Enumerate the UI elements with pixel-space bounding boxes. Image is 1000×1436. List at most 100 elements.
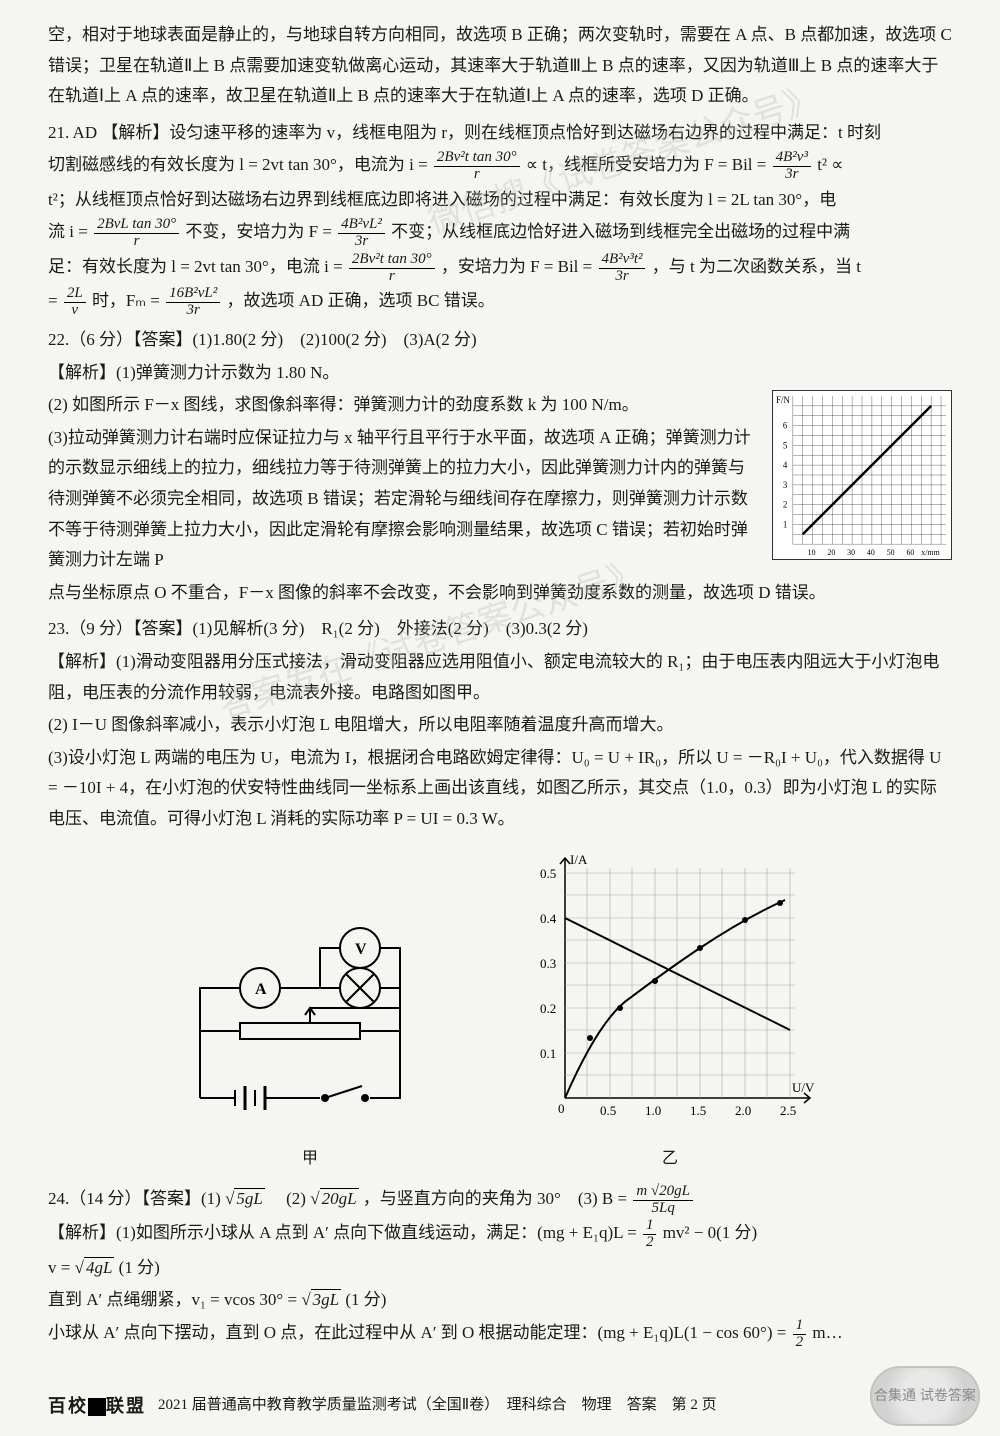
svg-text:2.5: 2.5 — [780, 1103, 796, 1118]
page-footer: 百校联盟 2021 届普通高中教育教学质量监测考试（全国Ⅱ卷） 理科综合 物理 … — [48, 1390, 952, 1422]
q24-ans1: 5gL — [234, 1188, 264, 1208]
q23-p1: 【解析】(1)滑动变阻器用分压式接法，滑动变阻器应选用阻值小、额定电流较大的 R… — [48, 647, 952, 708]
intro-paragraph: 空，相对于地球表面是静止的，与地球自转方向相同，故选项 B 正确；两次变轨时，需… — [48, 20, 952, 112]
svg-text:40: 40 — [867, 548, 875, 557]
q21-frac5: 2Bv²t tan 30°r — [349, 252, 435, 285]
q21-line2c: t² ∝ — [817, 156, 843, 175]
q22-xlabel: x/mm — [921, 548, 940, 557]
q21-line6c: ，故选项 AD 正确，选项 BC 错误。 — [227, 292, 495, 311]
svg-text:2.0: 2.0 — [735, 1103, 751, 1118]
svg-text:6: 6 — [783, 421, 788, 431]
svg-text:0.5: 0.5 — [540, 866, 556, 881]
q24-p3a: 直到 A′ 点绳绷紧，v₁ = vcos 30° = — [48, 1290, 301, 1309]
q21-line4: 流 i = 2BvL tan 30°r 不变，安培力为 F = 4B²vL²3r… — [48, 217, 952, 250]
svg-text:0.1: 0.1 — [540, 1046, 556, 1061]
svg-text:60: 60 — [906, 548, 914, 557]
q24-p1b: mv² − 0(1 分) — [663, 1224, 757, 1243]
question-24: 24.（14 分）【答案】(1) √5gL (2) √20gL ，与竖直方向的夹… — [48, 1184, 952, 1351]
svg-text:0: 0 — [558, 1101, 565, 1116]
svg-text:30: 30 — [847, 548, 855, 557]
q24-p2a: v = — [48, 1258, 75, 1277]
q21-frac6: 4B²v³t²3r — [599, 252, 646, 285]
q24-p2root: 4gL — [84, 1257, 114, 1277]
svg-text:1.0: 1.0 — [645, 1103, 661, 1118]
q24-head-b: (2) — [269, 1189, 310, 1208]
q24-p1a: 【解析】(1)如图所示小球从 A 点到 A′ 点向下做直线运动，满足：(mg +… — [48, 1224, 641, 1243]
svg-text:1: 1 — [783, 520, 787, 530]
q22-p2: (2) 如图所示 F－x 图线，求图像斜率得：弹簧测力计的劲度系数 k 为 10… — [48, 390, 760, 421]
q24-ans2: 20gL — [320, 1188, 359, 1208]
q23-iv-label: 乙 — [520, 1145, 820, 1174]
q24-head-c: ，与竖直方向的夹角为 30° (3) B = — [363, 1189, 627, 1208]
corner-stamp: 合集通 试卷答案 — [870, 1366, 980, 1426]
q22-ylabel: F/N — [776, 395, 790, 405]
q23-p3: (3)设小灯泡 L 两端的电压为 U，电流为 I，根据闭合电路欧姆定律得：U₀ … — [48, 743, 952, 835]
q21-frac1: 2Bv²t tan 30°r — [434, 150, 520, 183]
q23-p2: (2) I－U 图像斜率减小，表示小灯泡 L 电阻增大，所以电阻率随着温度升高而… — [48, 710, 952, 741]
q21-line4c: 不变；从线框底边恰好进入磁场到线框完全出磁场的过程中满 — [391, 223, 850, 242]
q23-head: 23.（9 分）【答案】(1)见解析(3 分) R₁(2 分) 外接法(2 分)… — [48, 614, 952, 645]
q21-line4a: 流 i = — [48, 223, 88, 242]
q22-graph: F/N 6 5 4 3 2 1 10 20 30 40 50 60 x/mm — [772, 390, 952, 560]
svg-text:0.3: 0.3 — [540, 956, 556, 971]
q21-line5b: ，安培力为 F = Bil = — [441, 257, 592, 276]
q22-p3: (3)拉动弹簧测力计右端时应保证拉力与 x 轴平行且平行于水平面，故选项 A 正… — [48, 423, 760, 576]
q21-line6b: 时，Fₘ = — [92, 292, 160, 311]
svg-text:V: V — [355, 941, 367, 958]
q24-frac-B: m √20gL5Lq — [633, 1184, 693, 1217]
question-22: 22.（6 分）【答案】(1)1.80(2 分) (2)100(2 分) (3)… — [48, 325, 952, 608]
svg-text:50: 50 — [887, 548, 895, 557]
q21-frac3: 2BvL tan 30°r — [94, 217, 179, 250]
q24-p1: 【解析】(1)如图所示小球从 A 点到 A′ 点向下做直线运动，满足：(mg +… — [48, 1218, 952, 1251]
svg-text:2: 2 — [783, 500, 787, 510]
q21-line6: = 2Lv 时，Fₘ = 16B²vL²3r ，故选项 AD 正确，选项 BC … — [48, 286, 952, 319]
q22-head: 22.（6 分）【答案】(1)1.80(2 分) (2)100(2 分) (3)… — [48, 325, 952, 356]
q24-head-a: 24.（14 分）【答案】(1) — [48, 1189, 225, 1208]
q21-line5c: ，与 t 为二次函数关系，当 t — [652, 257, 861, 276]
svg-text:0.2: 0.2 — [540, 1001, 556, 1016]
svg-text:5: 5 — [783, 440, 788, 450]
q24-p3root: 3gL — [311, 1289, 341, 1309]
q23-circuit-label: 甲 — [180, 1145, 440, 1174]
question-21: 21. AD 【解析】设匀速平移的速率为 v，线框电阻为 r，则在线框顶点恰好到… — [48, 118, 952, 319]
q23-iv-graph: I/A 0.5 0.4 0.3 0.2 0.1 0 0.5 1.0 1.5 2.0 2.5 U/… — [520, 848, 820, 1173]
q24-p4-frac: 12 — [793, 1318, 807, 1351]
svg-text:20: 20 — [827, 548, 835, 557]
q21-head: 21. AD 【解析】设匀速平移的速率为 v，线框电阻为 r，则在线框顶点恰好到… — [48, 118, 952, 149]
q21-line4b: 不变，安培力为 F = — [185, 223, 332, 242]
iv-ylabel: I/A — [570, 852, 588, 867]
footer-brand: 百校联盟 — [48, 1390, 146, 1422]
q24-p1-frac: 12 — [643, 1218, 657, 1251]
q22-p4: 点与坐标原点 O 不重合，F－x 图像的斜率不会改变，不会影响到弹簧劲度系数的测… — [48, 578, 952, 609]
q23-circuit-diagram: A V 甲 — [180, 918, 440, 1173]
q21-line2: 切割磁感线的有效长度为 l = 2vt tan 30°，电流为 i = 2Bv²… — [48, 150, 952, 183]
q21-frac2: 4B²v³3r — [773, 150, 811, 183]
svg-text:A: A — [255, 981, 267, 998]
q21-line5: 足：有效长度为 l = 2vt tan 30°，电流 i = 2Bv²t tan… — [48, 252, 952, 285]
svg-text:0.4: 0.4 — [540, 911, 557, 926]
q24-p2: v = √4gL (1 分) — [48, 1253, 952, 1284]
q21-line5a: 足：有效长度为 l = 2vt tan 30°，电流 i = — [48, 257, 343, 276]
q21-line6a: = — [48, 292, 58, 311]
q24-p3b: (1 分) — [345, 1290, 386, 1309]
q21-line2b: ∝ t，线框所受安培力为 F = Bil = — [526, 156, 767, 175]
q21-frac7: 2Lv — [64, 286, 86, 319]
q21-line2a: 切割磁感线的有效长度为 l = 2vt tan 30°，电流为 i = — [48, 156, 428, 175]
q21-line3: t²；从线框顶点恰好到达磁场右边界到线框底边即将进入磁场的过程中满足：有效长度为… — [48, 185, 952, 216]
footer-text: 2021 届普通高中教育教学质量监测考试（全国Ⅱ卷） 理科综合 物理 答案 第 … — [158, 1392, 717, 1419]
q24-p4: 小球从 A′ 点向下摆动，直到 O 点，在此过程中从 A′ 到 O 根据动能定理… — [48, 1318, 952, 1351]
svg-text:1.5: 1.5 — [690, 1103, 706, 1118]
q24-p4a: 小球从 A′ 点向下摆动，直到 O 点，在此过程中从 A′ 到 O 根据动能定理… — [48, 1323, 791, 1342]
q21-frac8: 16B²vL²3r — [166, 286, 220, 319]
q21-frac4: 4B²vL²3r — [338, 217, 385, 250]
iv-xlabel: U/V — [792, 1080, 815, 1095]
svg-text:10: 10 — [808, 548, 816, 557]
q24-head: 24.（14 分）【答案】(1) √5gL (2) √20gL ，与竖直方向的夹… — [48, 1184, 952, 1217]
q24-p3: 直到 A′ 点绳绷紧，v₁ = vcos 30° = √3gL (1 分) — [48, 1285, 952, 1316]
q24-p4b: m… — [812, 1323, 842, 1342]
svg-text:3: 3 — [783, 480, 788, 490]
q24-p2b: (1 分) — [119, 1258, 160, 1277]
svg-text:0.5: 0.5 — [600, 1103, 616, 1118]
question-23: 23.（9 分）【答案】(1)见解析(3 分) R₁(2 分) 外接法(2 分)… — [48, 614, 952, 1174]
svg-text:4: 4 — [783, 460, 788, 470]
